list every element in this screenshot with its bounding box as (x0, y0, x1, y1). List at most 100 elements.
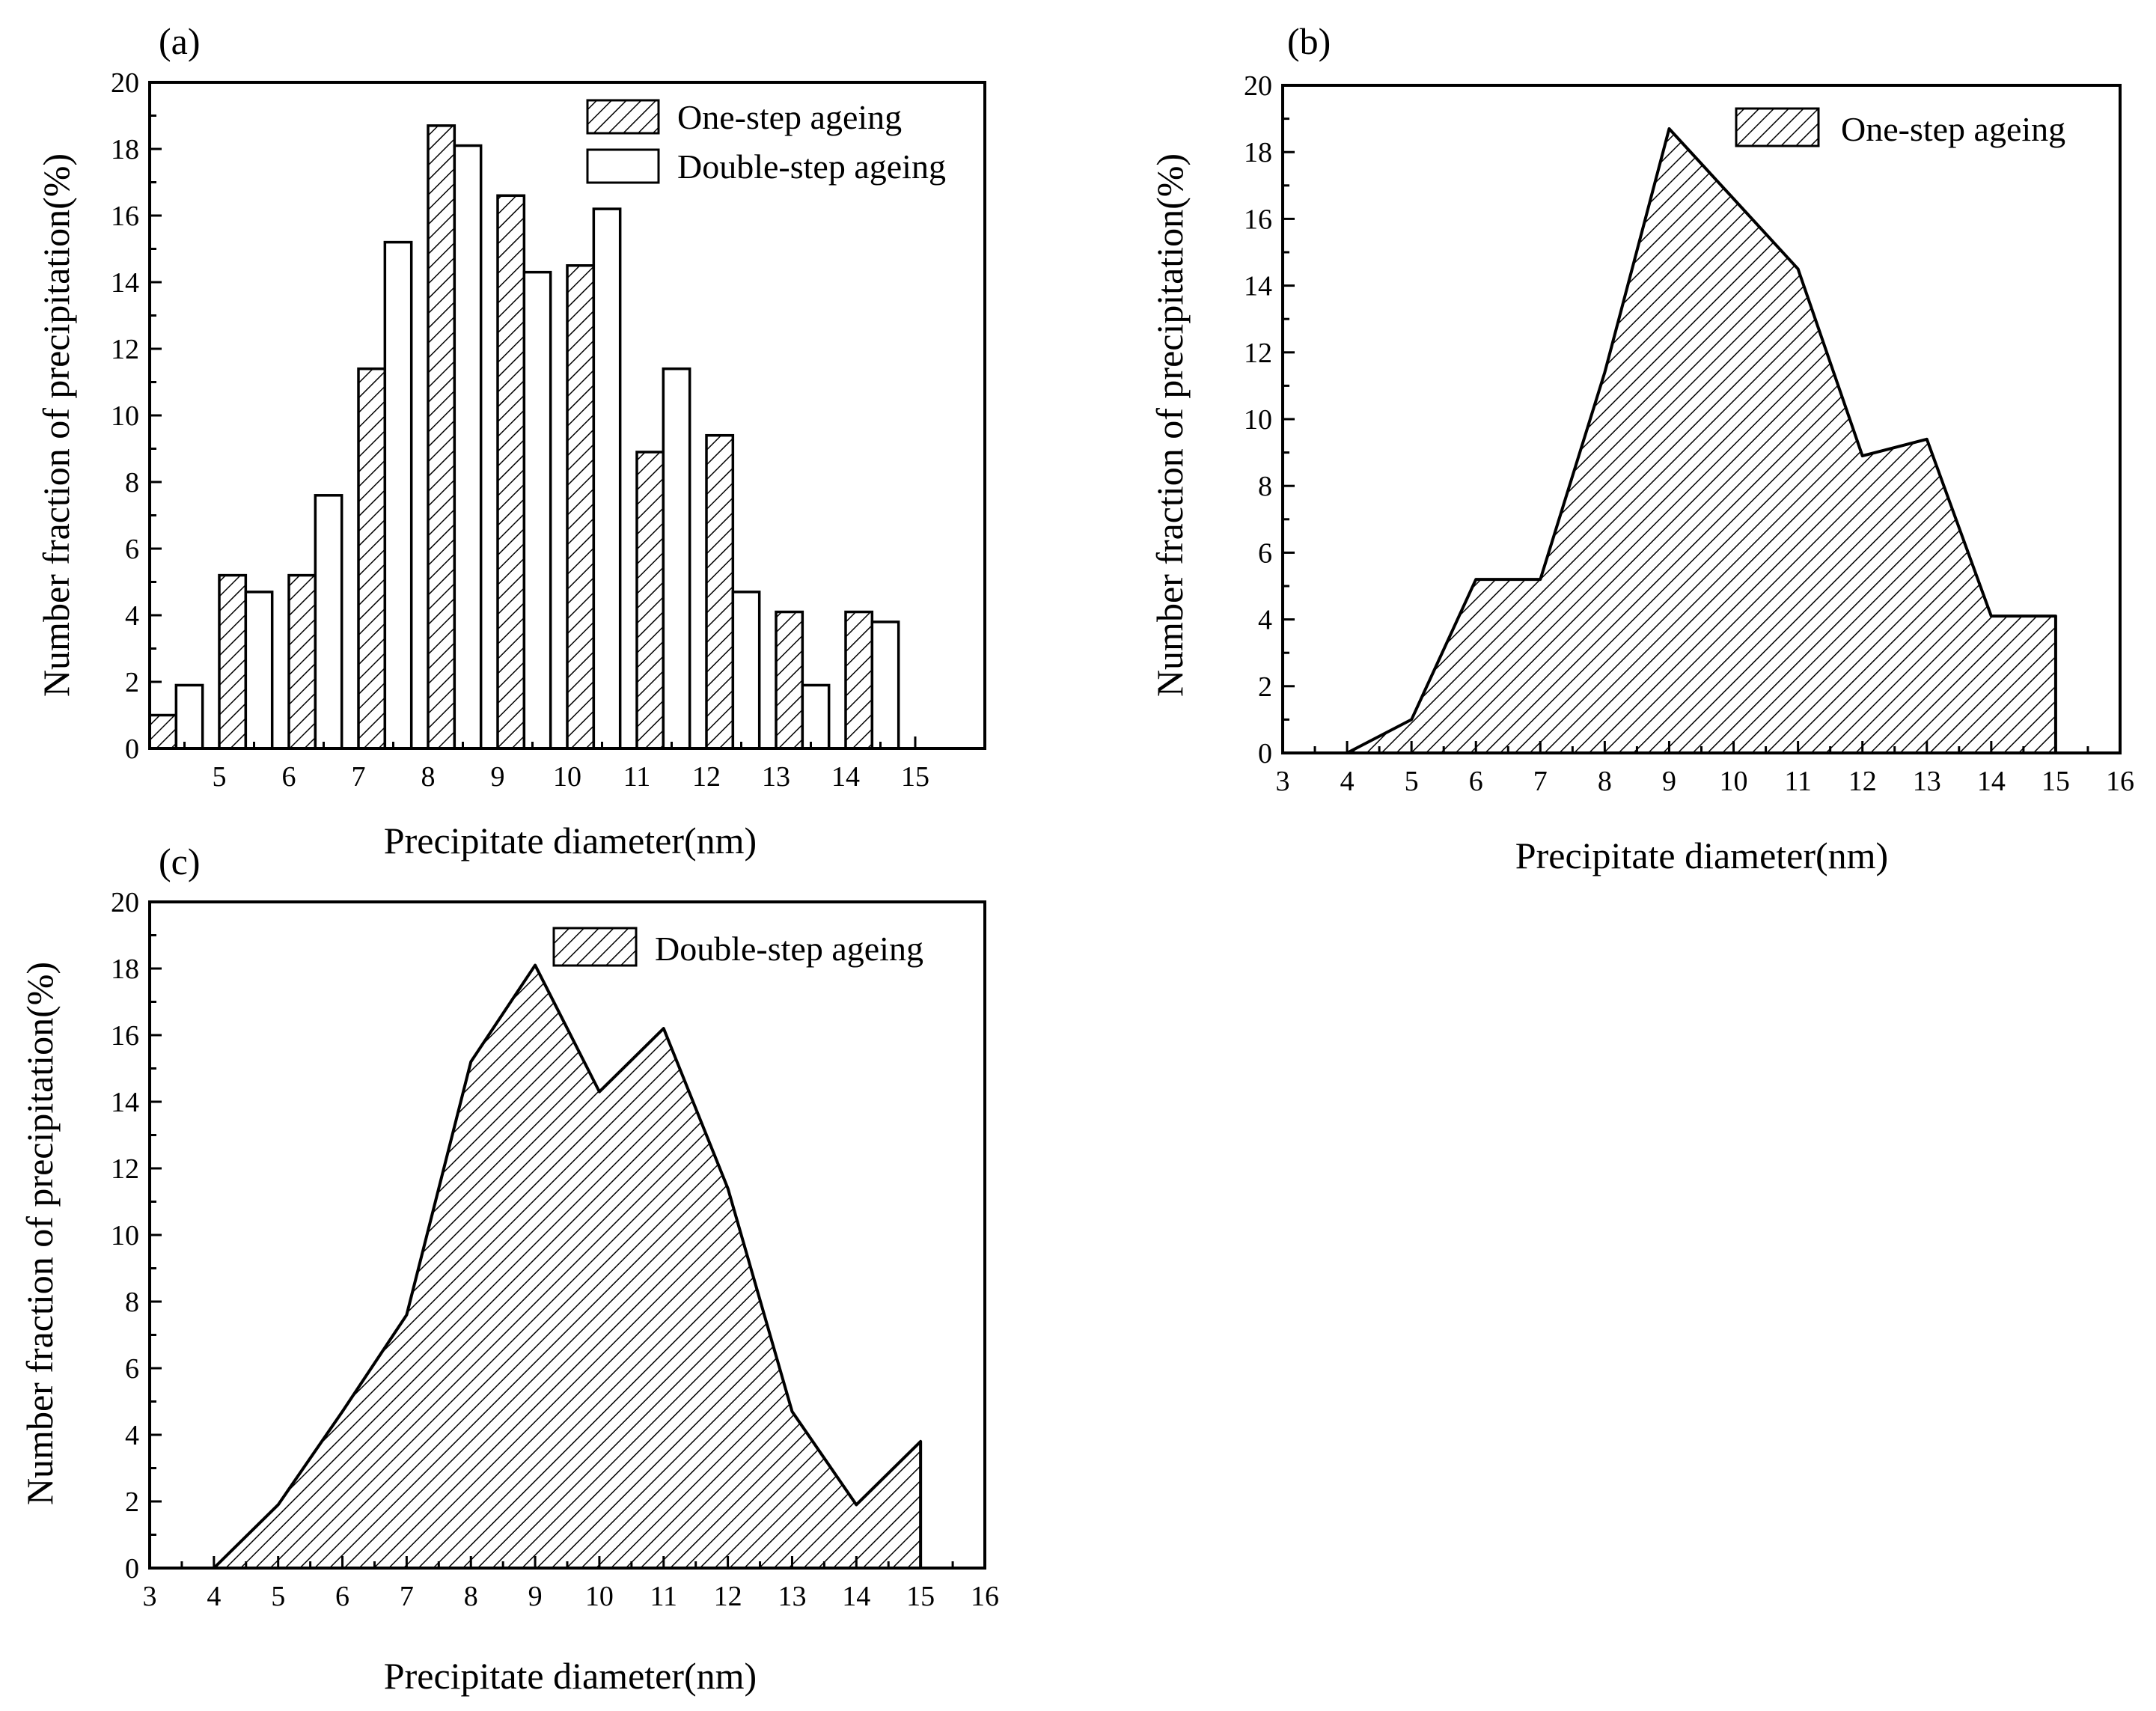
panel-b-x-tick-label: 6 (1469, 766, 1483, 797)
bar-double-step-ageing (453, 144, 483, 750)
bar-double-step-ageing (801, 683, 831, 750)
panel-b-x-tick-label: 8 (1598, 766, 1612, 797)
panel-b-x-tick-label: 4 (1340, 766, 1355, 797)
bar-double-step-ageing (870, 620, 900, 750)
bar-one-step-ageing (357, 367, 387, 750)
bar-one-step-ageing (148, 713, 178, 750)
panel-b-y-tick-label: 4 (1258, 605, 1272, 636)
panel-b-y-tick-label: 10 (1244, 404, 1272, 436)
panel-c-y-tick-label: 20 (111, 887, 139, 918)
panel-b-y-tick-label: 18 (1244, 137, 1272, 168)
panel-c-x-tick-label: 4 (207, 1581, 221, 1612)
panel-b-y-tick-label: 8 (1258, 471, 1272, 502)
panel-c-y-tick-label: 4 (125, 1420, 139, 1451)
panel-c-x-tick-label: 16 (971, 1581, 999, 1612)
panel-b-x-tick-label: 12 (1848, 766, 1877, 797)
panel-b-y-tick-label: 20 (1244, 70, 1272, 102)
panel-a-y-tick-label: 20 (111, 67, 139, 99)
panel-b-legend: One-step ageing (1735, 107, 2065, 148)
panel-b-x-tick-label: 13 (1913, 766, 1941, 797)
bar-double-step-ageing (592, 207, 622, 750)
panel-c-x-axis-title: Precipitate diameter(nm) (384, 1655, 757, 1697)
panel-b-area-chart: (b) 0 2 4 6 8 10 12 14 16 18 20 3 4 5 6 7 8 9 10 11 12 13 14 15… (1149, 20, 2134, 876)
bar-one-step-ageing (844, 610, 874, 750)
panel-c-y-tick-label: 0 (125, 1553, 139, 1585)
panel-c-x-tick-label: 13 (778, 1581, 806, 1612)
panel-a-legend-label-one-step: One-step ageing (677, 98, 902, 136)
panel-a-bar-chart: (a) 0 2 4 6 8 10 12 14 16 18 20 5 6 7 8 9 10 11 12 13 14 15 P… (35, 20, 986, 861)
panel-b-x-tick-label: 14 (1977, 766, 2006, 797)
bar-double-step-ageing (662, 367, 691, 750)
panel-a-x-tick-label: 13 (762, 761, 790, 793)
panel-a-x-axis-title: Precipitate diameter(nm) (384, 820, 757, 861)
panel-b-x-tick-label: 3 (1276, 766, 1290, 797)
panel-b-x-tick-label: 16 (2106, 766, 2134, 797)
bar-one-step-ageing (635, 451, 665, 750)
panel-b-y-tick-label: 0 (1258, 738, 1272, 769)
panel-a-y-tick-label: 12 (111, 334, 139, 365)
panel-a-x-tick-label: 8 (421, 761, 436, 793)
panel-c-y-tick-label: 6 (125, 1353, 139, 1385)
panel-b-area-series (1346, 126, 2057, 754)
panel-c-x-tick-label: 5 (271, 1581, 285, 1612)
panel-c-y-tick-label: 18 (111, 954, 139, 985)
panel-b-y-tick-label: 12 (1244, 338, 1272, 369)
panel-c-x-tick-label: 3 (143, 1581, 157, 1612)
panel-a-y-tick-label: 4 (125, 600, 139, 632)
panel-c-area-series (212, 963, 923, 1570)
panel-c-x-tick-label: 7 (400, 1581, 414, 1612)
bar-one-step-ageing (705, 433, 735, 750)
bar-one-step-ageing (218, 573, 248, 750)
panel-b-y-tick-label: 2 (1258, 671, 1272, 703)
panel-c-y-tick-label: 8 (125, 1287, 139, 1318)
panel-a-x-tick-label: 9 (491, 761, 505, 793)
panel-a-x-tick-label: 5 (213, 761, 227, 793)
panel-c-x-tick-label: 8 (464, 1581, 478, 1612)
panel-c-label: (c) (159, 841, 201, 882)
panel-a-x-tick-label: 11 (623, 761, 651, 793)
panel-c-x-tick-label: 10 (585, 1581, 614, 1612)
panel-b-legend-swatch (1735, 107, 1820, 147)
bar-one-step-ageing (775, 610, 804, 750)
panel-a-y-tick-label: 16 (111, 201, 139, 232)
panel-a-x-tick-label: 7 (352, 761, 366, 793)
panel-a-x-tick-label: 12 (692, 761, 721, 793)
panel-c-y-tick-label: 16 (111, 1020, 139, 1052)
panel-c-legend-label: Double-step ageing (655, 930, 923, 968)
bar-one-step-ageing (287, 573, 317, 750)
panel-b-label: (b) (1287, 20, 1331, 62)
panel-a-x-tick-label: 15 (901, 761, 929, 793)
bar-one-step-ageing (566, 264, 596, 750)
bar-double-step-ageing (174, 683, 204, 750)
panel-c-x-tick-label: 6 (335, 1581, 349, 1612)
panel-b-x-tick-label: 5 (1405, 766, 1419, 797)
panel-a-x-tick-label: 14 (831, 761, 860, 793)
bar-one-step-ageing (496, 194, 526, 750)
panel-c-x-tick-label: 12 (714, 1581, 742, 1612)
panel-b-x-tick-label: 11 (1784, 766, 1812, 797)
panel-b-x-axis-title: Precipitate diameter(nm) (1515, 835, 1888, 876)
panel-a-x-tick-label: 6 (282, 761, 296, 793)
panel-c-area-chart: (c) 0 2 4 6 8 10 12 14 16 18 20 3 4 5 6 7 8 9 10 11 12 13 14 15… (19, 841, 999, 1697)
panel-c-y-tick-label: 12 (111, 1153, 139, 1185)
panel-b-x-tick-label: 9 (1662, 766, 1676, 797)
panel-b-y-tick-label: 6 (1258, 537, 1272, 569)
panel-c-plot-area: 0 2 4 6 8 10 12 14 16 18 20 3 4 5 6 7 8 9 10 11 12 13 14 15 16 (111, 887, 999, 1612)
panel-a-legend-swatch-double-step (586, 148, 660, 184)
panel-b-y-tick-label: 16 (1244, 204, 1272, 235)
panel-a-legend-label-double-step: Double-step ageing (677, 147, 946, 186)
panel-b-legend-label: One-step ageing (1841, 110, 2065, 148)
panel-a-y-tick-label: 0 (125, 733, 139, 765)
panel-c-x-tick-label: 11 (650, 1581, 677, 1612)
panel-a-legend: One-step ageing Double-step ageing (586, 98, 946, 186)
panel-c-legend-swatch (552, 927, 638, 967)
bar-double-step-ageing (314, 494, 343, 750)
panel-c-x-tick-label: 15 (906, 1581, 935, 1612)
bar-double-step-ageing (522, 270, 552, 750)
panel-b-x-tick-label: 15 (2042, 766, 2070, 797)
panel-a-y-tick-label: 6 (125, 534, 139, 565)
bar-one-step-ageing (427, 124, 456, 750)
panel-c-x-tick-label: 9 (528, 1581, 543, 1612)
panel-c-x-tick-label: 14 (842, 1581, 870, 1612)
